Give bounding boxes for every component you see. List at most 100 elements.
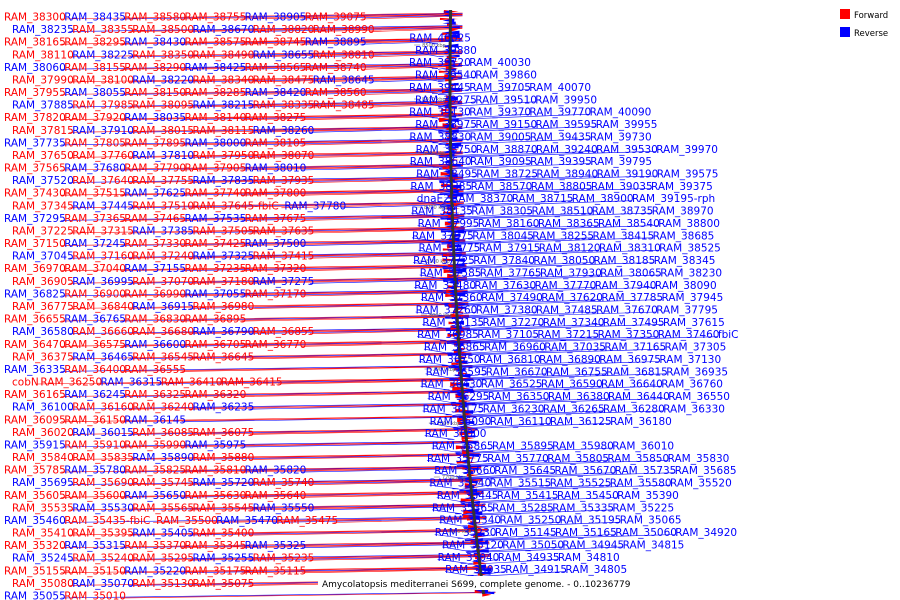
gene-label: RAM_36895 bbox=[185, 314, 247, 326]
label-connector-line bbox=[460, 497, 618, 504]
gene-label: RAM_36235 bbox=[193, 402, 255, 414]
gene-label: RAM_38990 bbox=[313, 24, 375, 36]
label-connector-line bbox=[438, 151, 536, 157]
label-connector-line bbox=[446, 336, 598, 343]
gene-label: RAM_35540 bbox=[429, 478, 491, 490]
label-connector-line bbox=[121, 416, 477, 423]
gene-label: RAM_38235 bbox=[12, 24, 74, 36]
label-connector-line bbox=[446, 336, 538, 343]
label-connector-line bbox=[121, 567, 493, 574]
gene-label: RAM_35695 bbox=[12, 477, 74, 489]
label-connector-line bbox=[129, 126, 463, 133]
label-connector-line bbox=[439, 175, 597, 183]
label-connector-line bbox=[309, 556, 492, 561]
label-connector-line bbox=[439, 200, 572, 207]
gene-label: RAM_38420 bbox=[245, 87, 307, 99]
gene-label: RAM_38345 bbox=[654, 255, 716, 267]
gene-label: RAM_37490 bbox=[481, 292, 543, 304]
gene-label: RAM_35805 bbox=[547, 453, 609, 465]
label-connector-line bbox=[455, 447, 493, 453]
gene-label: RAM_35835 bbox=[72, 452, 134, 464]
gene-label: RAM_38100 bbox=[72, 74, 134, 86]
gene-label: RAM_40030 bbox=[469, 57, 531, 69]
gene-label: RAM_36000 bbox=[425, 428, 487, 440]
gene-label: RAM_36400 bbox=[64, 364, 126, 376]
label-connector-line bbox=[61, 440, 479, 448]
label-connector-line bbox=[408, 89, 439, 94]
gene-label: RAM_39720 bbox=[409, 57, 471, 69]
label-connector-line bbox=[61, 340, 471, 347]
gene-label: RAM_36350 bbox=[488, 391, 550, 403]
gene-label: RAM_35315 bbox=[64, 540, 126, 552]
label-connector-line bbox=[409, 39, 439, 45]
label-connector-line bbox=[445, 571, 470, 576]
reverse-gene-feature bbox=[442, 14, 451, 17]
scale-tick-label: 8300 kbp bbox=[423, 151, 447, 157]
gene-label: RAM_38670 bbox=[193, 24, 255, 36]
label-connector-line bbox=[249, 505, 486, 511]
label-connector-line bbox=[181, 190, 464, 196]
gene-label: RAM_39395 bbox=[530, 156, 592, 168]
label-connector-line bbox=[309, 27, 463, 32]
label-connector-line bbox=[61, 63, 463, 70]
gene-label: RAM_37625 bbox=[124, 188, 186, 200]
reverse-gene-feature bbox=[467, 526, 477, 531]
gene-label: RAM_38425 bbox=[185, 62, 247, 74]
label-connector-line bbox=[361, 15, 463, 20]
gene-label: RAM_37740 bbox=[185, 188, 247, 200]
label-connector-line bbox=[427, 398, 452, 403]
label-connector-line bbox=[301, 65, 463, 70]
label-connector-line bbox=[441, 237, 653, 245]
label-connector-line bbox=[369, 53, 463, 58]
label-connector-line bbox=[129, 101, 463, 108]
gene-label: dnaE2 bbox=[417, 193, 450, 205]
label-connector-line bbox=[410, 188, 440, 193]
label-connector-line bbox=[129, 202, 464, 209]
label-connector-line bbox=[61, 113, 463, 120]
gene-label: RAM_35370 bbox=[124, 540, 186, 552]
gene-label: RAM_37160 bbox=[72, 251, 134, 263]
caption: Amycolatopsis mediterranei S699, complet… bbox=[322, 580, 631, 590]
label-connector-line bbox=[181, 215, 465, 221]
gene-label: RAM_35720 bbox=[193, 477, 255, 489]
gene-label: RAM_35460 bbox=[4, 515, 66, 527]
gene-label: RAM_36075 bbox=[193, 427, 255, 439]
label-connector-line bbox=[189, 177, 464, 183]
label-connector-line bbox=[444, 299, 482, 305]
gene-label: RAM_35405 bbox=[132, 528, 194, 540]
gene-label: RAM_36240 bbox=[132, 402, 194, 414]
label-connector-line bbox=[408, 64, 439, 69]
label-connector-line bbox=[451, 398, 669, 406]
label-connector-line bbox=[456, 460, 548, 466]
gene-label: RAM_36430 bbox=[421, 379, 483, 391]
label-connector-line bbox=[415, 126, 439, 131]
gene-label: RAM_36855 bbox=[253, 326, 315, 338]
label-connector-line bbox=[422, 410, 453, 416]
label-connector-line bbox=[249, 329, 470, 334]
label-connector-line bbox=[69, 226, 465, 234]
label-connector-line bbox=[249, 228, 465, 234]
label-connector-line bbox=[442, 274, 480, 280]
gene-label: RAM_35010 bbox=[64, 591, 126, 600]
gene-label: RAM_35035 bbox=[445, 564, 507, 576]
gene-label: RAM_36905 bbox=[12, 276, 74, 288]
scale-tick-label: 7900 kbp bbox=[433, 367, 457, 373]
label-connector-line bbox=[452, 410, 604, 417]
gene-label: RAM_37275 bbox=[253, 276, 315, 288]
gene-label: RAM_37295 bbox=[4, 213, 66, 225]
label-connector-line bbox=[440, 225, 478, 231]
gene-label: RAM_37820 bbox=[4, 112, 66, 124]
gene-label: RAM_37260 bbox=[416, 305, 478, 317]
label-connector-line bbox=[69, 251, 466, 259]
gene-label: RAM_37920 bbox=[64, 112, 126, 124]
label-connector-line bbox=[450, 385, 602, 393]
label-connector-line bbox=[440, 212, 472, 218]
label-connector-line bbox=[129, 176, 464, 183]
label-connector-line bbox=[249, 253, 466, 259]
label-connector-line bbox=[61, 541, 490, 548]
gene-label: RAM_35785 bbox=[4, 465, 66, 477]
gene-label: RAM_37240 bbox=[132, 251, 194, 263]
gene-label: RAM_38940 bbox=[536, 169, 598, 181]
gene-label: RAM_35850 bbox=[607, 453, 669, 465]
label-connector-line bbox=[463, 521, 620, 529]
